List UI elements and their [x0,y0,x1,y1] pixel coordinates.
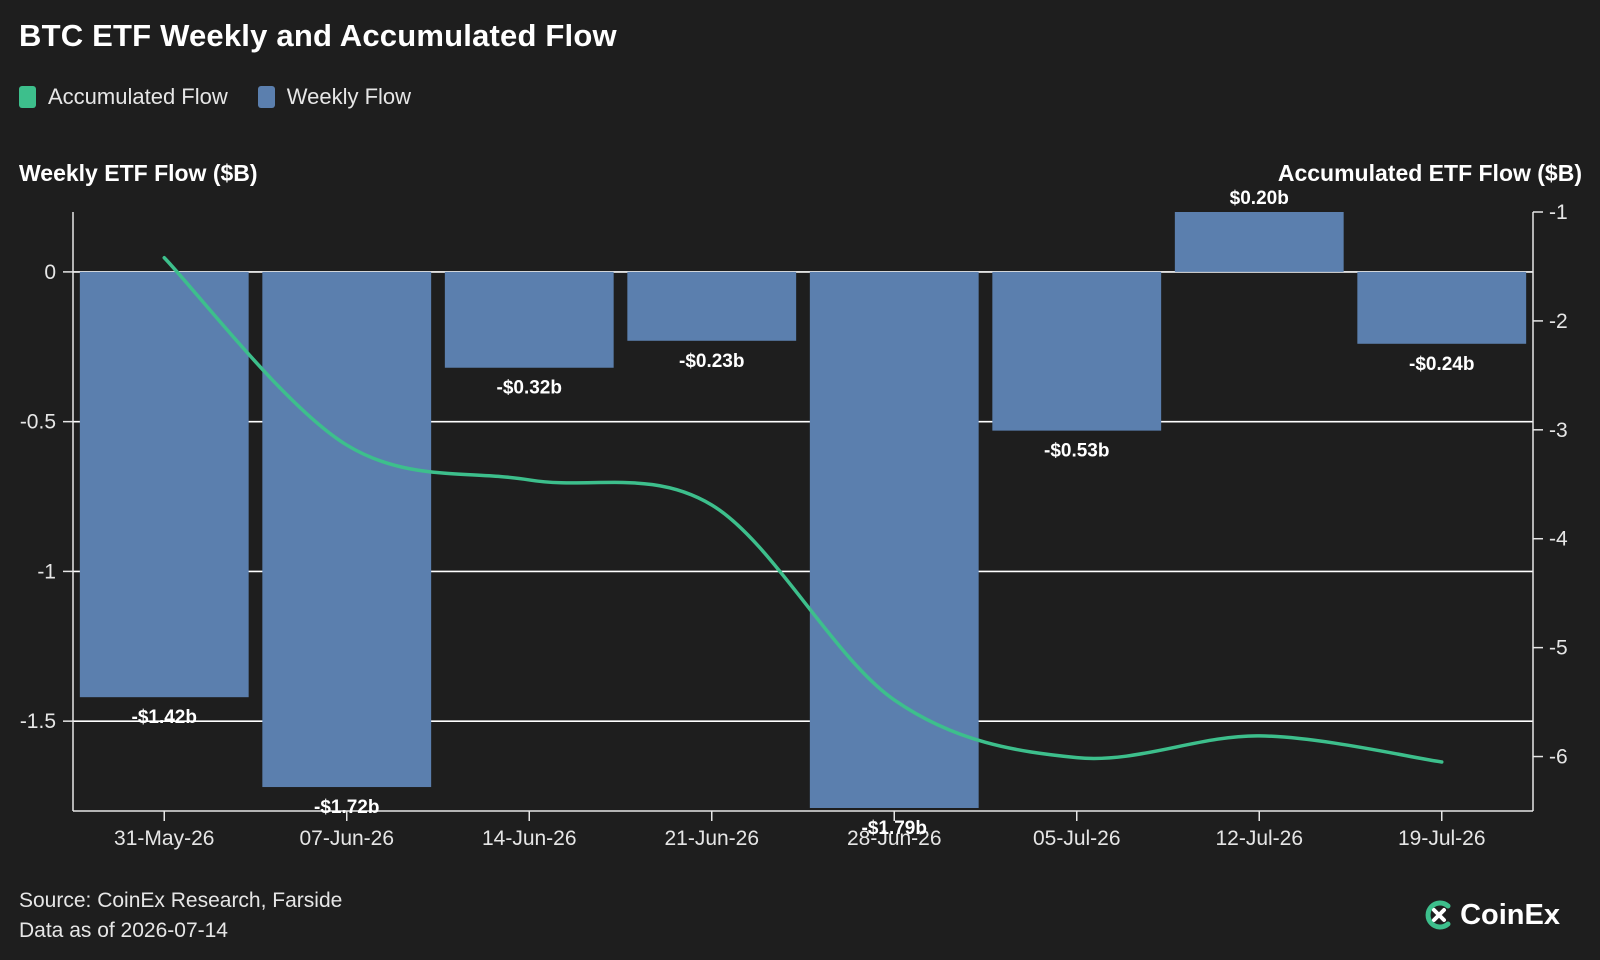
bar-data-label: -$1.79b [862,818,927,839]
bar-data-label: -$1.42b [132,707,197,728]
x-tick-label: 14-Jun-26 [482,827,577,850]
x-tick-label: 19-Jul-26 [1398,827,1486,850]
date-note: Data as of 2026-07-14 [19,919,228,942]
bar-data-label: -$0.32b [497,378,562,399]
bar-weekly-flow [79,271,249,698]
bars [79,212,1527,809]
bar-weekly-flow [1357,271,1527,344]
bar-data-label: -$0.23b [679,351,744,372]
y-tick-label-left: 0 [44,261,56,284]
coinex-logo-icon [1425,900,1451,930]
data-labels: -$1.42b -$1.72b -$0.32b -$0.23b -$1.79b -$0.5… [132,188,1475,839]
x-tick-label: 28-Jun-26 [847,827,942,850]
legend-label-weekly: Weekly Flow [286,84,412,109]
accumulated-flow-line [162,255,1444,764]
bar-data-label: -$1.72b [314,797,379,818]
bar-weekly-flow [627,271,797,341]
axes: 0 -0.5 -1 -1.5 -1 -2 -3 -4 -5 -6 31-May-26 07-Jun-2… [20,201,1568,850]
x-tick-label: 07-Jun-26 [299,827,394,850]
bar-data-label: $0.20b [1230,188,1289,209]
y-tick-label-right: -1 [1549,201,1568,224]
y-tick-label-left: -0.5 [20,411,56,434]
x-tick-label: 05-Jul-26 [1033,827,1121,850]
y-tick-label-right: -6 [1549,746,1568,769]
bar-weekly-flow [992,271,1162,431]
source-note: Source: CoinEx Research, Farside [19,889,343,912]
chart-title: BTC ETF Weekly and Accumulated Flow [19,18,617,53]
legend-item-weekly: Weekly Flow [257,84,412,110]
legend-label-accumulated: Accumulated Flow [48,84,228,109]
x-tick-label: 12-Jul-26 [1215,827,1303,850]
y-tick-label-right: -2 [1549,310,1568,333]
y-axis-title-left: Weekly ETF Flow ($B) [19,160,258,186]
bar-weekly-flow [444,271,614,368]
x-tick-label: 21-Jun-26 [664,827,759,850]
legend-swatch-accumulated [19,86,36,108]
bar-data-label: -$0.53b [1044,441,1109,462]
y-tick-label-right: -5 [1549,637,1568,660]
x-tick-label: 31-May-26 [114,827,214,850]
bar-weekly-flow [809,271,979,809]
brand-name: CoinEx [1460,898,1560,931]
bar-weekly-flow [1174,212,1344,272]
footer: Source: CoinEx Research, Farside Data as… [19,886,342,946]
legend: Accumulated Flow Weekly Flow [19,84,441,110]
legend-swatch-weekly [257,86,275,108]
y-tick-label-left: -1 [37,560,56,583]
y-tick-label-right: -4 [1549,528,1568,551]
y-tick-label-left: -1.5 [20,710,56,733]
legend-item-accumulated: Accumulated Flow [19,84,228,110]
accumulated-line-group [162,255,1444,764]
y-tick-label-right: -3 [1549,419,1568,442]
brand-logo: CoinEx [1422,898,1560,932]
bar-weekly-flow [262,271,432,788]
bar-data-label: -$0.24b [1409,354,1474,375]
y-axis-title-right: Accumulated ETF Flow ($B) [1277,160,1582,186]
